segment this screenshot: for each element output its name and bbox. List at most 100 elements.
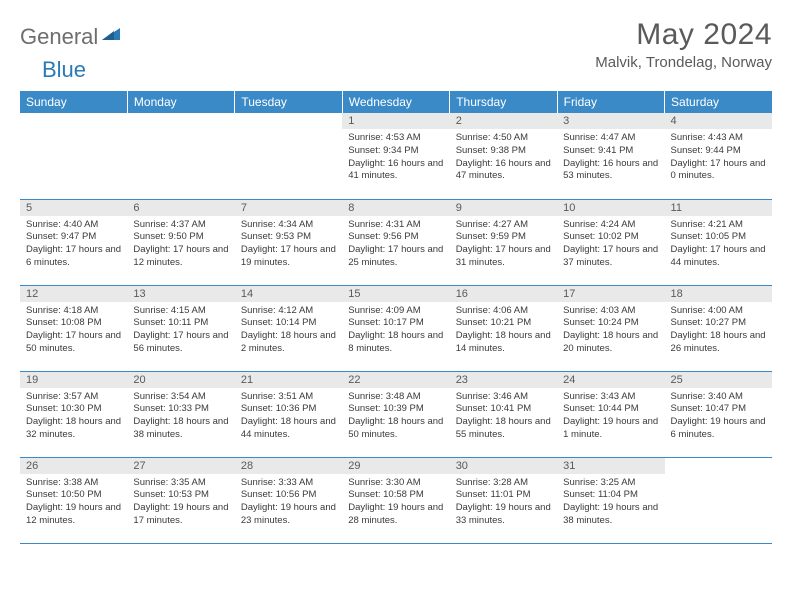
brand-logo: General [20,18,122,50]
day-number: 20 [127,372,234,388]
calendar-cell: 23Sunrise: 3:46 AMSunset: 10:41 PMDaylig… [450,371,557,457]
day-details: Sunrise: 4:37 AMSunset: 9:50 PMDaylight:… [127,216,234,272]
day-number: 14 [235,286,342,302]
calendar-cell: 13Sunrise: 4:15 AMSunset: 10:11 PMDaylig… [127,285,234,371]
day-number: 27 [127,458,234,474]
day-details: Sunrise: 3:48 AMSunset: 10:39 PMDaylight… [342,388,449,444]
day-details: Sunrise: 4:03 AMSunset: 10:24 PMDaylight… [557,302,664,358]
day-number: 25 [665,372,772,388]
day-number: 16 [450,286,557,302]
calendar-cell: 16Sunrise: 4:06 AMSunset: 10:21 PMDaylig… [450,285,557,371]
weekday-header: Thursday [450,91,557,113]
calendar-cell: 9Sunrise: 4:27 AMSunset: 9:59 PMDaylight… [450,199,557,285]
day-number: 2 [450,113,557,129]
calendar-row: 19Sunrise: 3:57 AMSunset: 10:30 PMDaylig… [20,371,772,457]
day-details: Sunrise: 3:46 AMSunset: 10:41 PMDaylight… [450,388,557,444]
day-details: Sunrise: 3:28 AMSunset: 11:01 PMDaylight… [450,474,557,530]
day-number: 28 [235,458,342,474]
day-details: Sunrise: 4:09 AMSunset: 10:17 PMDaylight… [342,302,449,358]
calendar-table: SundayMondayTuesdayWednesdayThursdayFrid… [20,91,772,544]
day-number: 8 [342,200,449,216]
day-number: 5 [20,200,127,216]
calendar-cell: 28Sunrise: 3:33 AMSunset: 10:56 PMDaylig… [235,457,342,543]
day-details: Sunrise: 3:54 AMSunset: 10:33 PMDaylight… [127,388,234,444]
day-number: 17 [557,286,664,302]
calendar-cell: 7Sunrise: 4:34 AMSunset: 9:53 PMDaylight… [235,199,342,285]
month-title: May 2024 [595,18,772,52]
calendar-row: 26Sunrise: 3:38 AMSunset: 10:50 PMDaylig… [20,457,772,543]
day-number: 7 [235,200,342,216]
calendar-cell: 21Sunrise: 3:51 AMSunset: 10:36 PMDaylig… [235,371,342,457]
calendar-page: General May 2024 Malvik, Trondelag, Norw… [0,0,792,554]
calendar-cell: 29Sunrise: 3:30 AMSunset: 10:58 PMDaylig… [342,457,449,543]
day-number: 10 [557,200,664,216]
day-details: Sunrise: 3:25 AMSunset: 11:04 PMDaylight… [557,474,664,530]
calendar-cell: 1Sunrise: 4:53 AMSunset: 9:34 PMDaylight… [342,113,449,199]
day-number: 29 [342,458,449,474]
day-number: 1 [342,113,449,129]
title-block: May 2024 Malvik, Trondelag, Norway [595,18,772,71]
weekday-header: Tuesday [235,91,342,113]
calendar-cell: 3Sunrise: 4:47 AMSunset: 9:41 PMDaylight… [557,113,664,199]
day-details: Sunrise: 4:27 AMSunset: 9:59 PMDaylight:… [450,216,557,272]
day-details: Sunrise: 4:53 AMSunset: 9:34 PMDaylight:… [342,129,449,185]
calendar-cell: 18Sunrise: 4:00 AMSunset: 10:27 PMDaylig… [665,285,772,371]
day-details: Sunrise: 4:50 AMSunset: 9:38 PMDaylight:… [450,129,557,185]
location-label: Malvik, Trondelag, Norway [595,54,772,71]
calendar-cell: 10Sunrise: 4:24 AMSunset: 10:02 PMDaylig… [557,199,664,285]
weekday-header: Monday [127,91,234,113]
day-details: Sunrise: 3:38 AMSunset: 10:50 PMDaylight… [20,474,127,530]
day-number: 3 [557,113,664,129]
calendar-cell: 25Sunrise: 3:40 AMSunset: 10:47 PMDaylig… [665,371,772,457]
day-details: Sunrise: 4:00 AMSunset: 10:27 PMDaylight… [665,302,772,358]
calendar-cell: 6Sunrise: 4:37 AMSunset: 9:50 PMDaylight… [127,199,234,285]
day-details: Sunrise: 4:47 AMSunset: 9:41 PMDaylight:… [557,129,664,185]
weekday-header: Sunday [20,91,127,113]
brand-part1: General [20,24,98,50]
day-number: 13 [127,286,234,302]
weekday-header: Friday [557,91,664,113]
calendar-cell: 31Sunrise: 3:25 AMSunset: 11:04 PMDaylig… [557,457,664,543]
day-number: 15 [342,286,449,302]
day-details: Sunrise: 4:15 AMSunset: 10:11 PMDaylight… [127,302,234,358]
day-number: 31 [557,458,664,474]
day-details: Sunrise: 3:40 AMSunset: 10:47 PMDaylight… [665,388,772,444]
day-details: Sunrise: 4:12 AMSunset: 10:14 PMDaylight… [235,302,342,358]
day-details: Sunrise: 4:21 AMSunset: 10:05 PMDaylight… [665,216,772,272]
day-details: Sunrise: 3:33 AMSunset: 10:56 PMDaylight… [235,474,342,530]
day-details: Sunrise: 3:43 AMSunset: 10:44 PMDaylight… [557,388,664,444]
day-number: 30 [450,458,557,474]
calendar-cell: 14Sunrise: 4:12 AMSunset: 10:14 PMDaylig… [235,285,342,371]
day-details: Sunrise: 4:06 AMSunset: 10:21 PMDaylight… [450,302,557,358]
calendar-cell [235,113,342,199]
calendar-body: 1Sunrise: 4:53 AMSunset: 9:34 PMDaylight… [20,113,772,543]
calendar-cell [127,113,234,199]
calendar-cell: 26Sunrise: 3:38 AMSunset: 10:50 PMDaylig… [20,457,127,543]
calendar-cell: 11Sunrise: 4:21 AMSunset: 10:05 PMDaylig… [665,199,772,285]
calendar-row: 12Sunrise: 4:18 AMSunset: 10:08 PMDaylig… [20,285,772,371]
weekday-header: Saturday [665,91,772,113]
day-details: Sunrise: 3:51 AMSunset: 10:36 PMDaylight… [235,388,342,444]
calendar-cell [20,113,127,199]
day-number: 24 [557,372,664,388]
day-details: Sunrise: 4:43 AMSunset: 9:44 PMDaylight:… [665,129,772,185]
calendar-cell: 20Sunrise: 3:54 AMSunset: 10:33 PMDaylig… [127,371,234,457]
day-details: Sunrise: 4:34 AMSunset: 9:53 PMDaylight:… [235,216,342,272]
calendar-cell: 2Sunrise: 4:50 AMSunset: 9:38 PMDaylight… [450,113,557,199]
day-details: Sunrise: 3:57 AMSunset: 10:30 PMDaylight… [20,388,127,444]
calendar-cell: 30Sunrise: 3:28 AMSunset: 11:01 PMDaylig… [450,457,557,543]
brand-part2: Blue [42,57,86,83]
calendar-cell: 24Sunrise: 3:43 AMSunset: 10:44 PMDaylig… [557,371,664,457]
calendar-cell: 15Sunrise: 4:09 AMSunset: 10:17 PMDaylig… [342,285,449,371]
calendar-cell [665,457,772,543]
day-number: 26 [20,458,127,474]
day-details: Sunrise: 4:18 AMSunset: 10:08 PMDaylight… [20,302,127,358]
day-details: Sunrise: 3:30 AMSunset: 10:58 PMDaylight… [342,474,449,530]
day-details: Sunrise: 4:31 AMSunset: 9:56 PMDaylight:… [342,216,449,272]
calendar-cell: 17Sunrise: 4:03 AMSunset: 10:24 PMDaylig… [557,285,664,371]
day-number: 23 [450,372,557,388]
day-number: 11 [665,200,772,216]
weekday-header: Wednesday [342,91,449,113]
calendar-row: 5Sunrise: 4:40 AMSunset: 9:47 PMDaylight… [20,199,772,285]
calendar-head: SundayMondayTuesdayWednesdayThursdayFrid… [20,91,772,113]
